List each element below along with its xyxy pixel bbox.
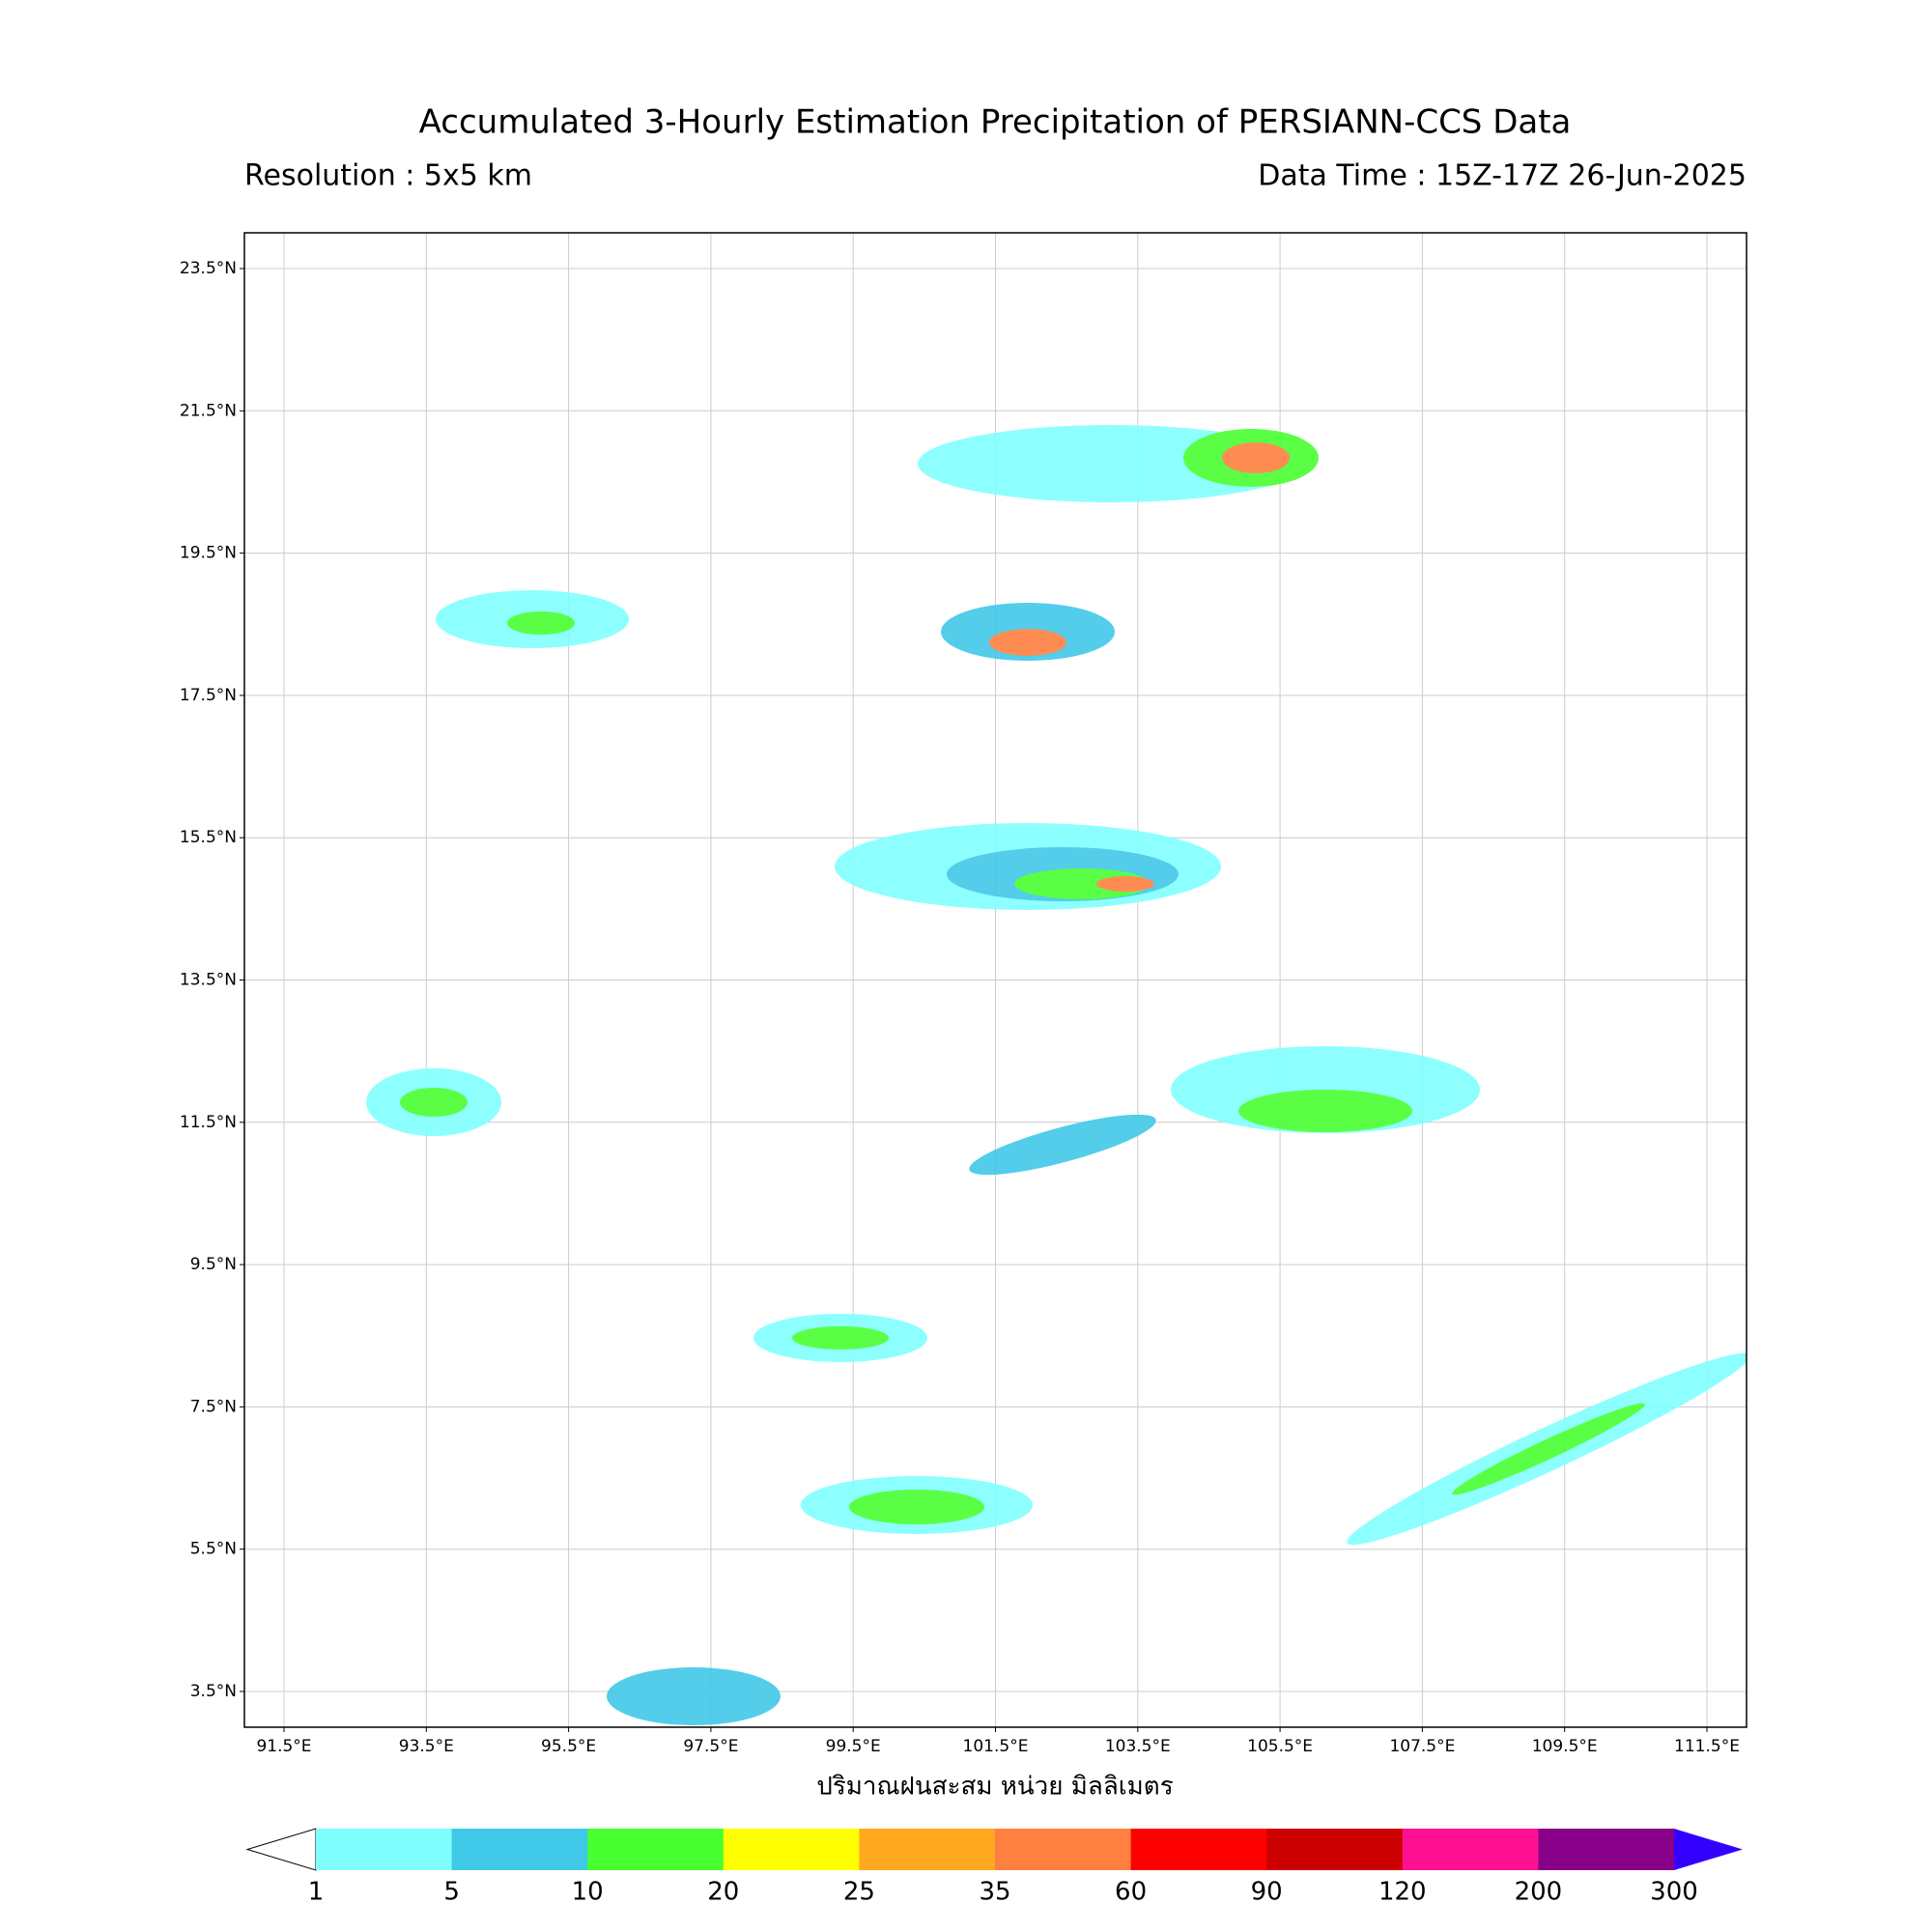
lon-tick-label: 99.5°E	[826, 1737, 881, 1756]
colorbar-label: 5	[443, 1878, 460, 1907]
colorbar-label: 90	[1251, 1878, 1283, 1907]
lat-tick-label: 21.5°N	[180, 401, 237, 420]
grid: 23.5°N 21.5°N 19.5°N 17.5°N 15.5°N 13.5°N 11.5…	[180, 233, 1747, 1756]
rain-area	[400, 1088, 468, 1117]
title: Accumulated 3-Hourly Estimation Precipit…	[419, 103, 1572, 142]
rain-area	[792, 1326, 889, 1350]
colorbar-label: 35	[979, 1878, 1010, 1907]
colorbar-segment	[451, 1829, 588, 1870]
lon-tick-label: 109.5°E	[1532, 1737, 1598, 1756]
lon-tick-label: 97.5°E	[683, 1737, 738, 1756]
colorbar-label: 20	[707, 1878, 739, 1907]
colorbar-label: 60	[1115, 1878, 1147, 1907]
colorbar-segment	[587, 1829, 724, 1870]
lat-tick-label: 11.5°N	[180, 1113, 237, 1132]
lat-tick-label: 13.5°N	[180, 971, 237, 990]
colorbar-segment	[859, 1829, 996, 1870]
rain-area	[1222, 442, 1290, 473]
lat-tick-label: 23.5°N	[180, 259, 237, 278]
rain-area	[1096, 876, 1154, 892]
lon-tick-label: 111.5°E	[1674, 1737, 1740, 1756]
lat-tick-label: 5.5°N	[190, 1540, 237, 1559]
x-label: ปริมาณฝนสะสม หน่วย มิลลิเมตร	[816, 1773, 1173, 1802]
colorbar-label: 10	[572, 1878, 604, 1907]
colorbar-label: 1	[308, 1878, 325, 1907]
lat-tick-label: 15.5°N	[180, 828, 237, 847]
lat-tick-label: 17.5°N	[180, 686, 237, 705]
rain-area	[607, 1667, 781, 1725]
colorbar-segment	[723, 1829, 860, 1870]
map-frame	[243, 232, 1747, 1728]
lat-tick-label: 9.5°N	[190, 1255, 237, 1274]
rain-area	[989, 629, 1066, 656]
lat-tick-label: 19.5°N	[180, 544, 237, 563]
rain-area	[969, 1114, 1156, 1176]
lon-tick-label: 91.5°E	[256, 1737, 311, 1756]
lon-tick-label: 101.5°E	[963, 1737, 1029, 1756]
colorbar-segment	[1266, 1829, 1404, 1870]
colorbar-segment	[995, 1829, 1132, 1870]
resolution: Resolution : 5x5 km	[244, 159, 532, 193]
colorbar-label: 25	[843, 1878, 875, 1907]
lon-tick-label: 105.5°E	[1247, 1737, 1313, 1756]
colorbar-label: 200	[1515, 1878, 1563, 1907]
precipitation	[366, 425, 1747, 1725]
rain-area	[1238, 1090, 1412, 1132]
colorbar-under	[245, 1828, 317, 1871]
data-time: Data Time : 15Z-17Z 26-Jun-2025	[1258, 159, 1747, 193]
rain-area	[1452, 1403, 1645, 1495]
lat-tick-label: 3.5°N	[190, 1682, 237, 1701]
colorbar: 1 5 10 20 25 35 60 90 120 200 300	[245, 1828, 1743, 1907]
colorbar-segment	[316, 1829, 453, 1870]
lon-tick-label: 107.5°E	[1389, 1737, 1455, 1756]
colorbar-segment	[1130, 1829, 1267, 1870]
rain-area	[849, 1490, 984, 1524]
colorbar-label: 120	[1378, 1878, 1427, 1907]
rain-area	[1014, 868, 1150, 899]
lon-tick-label: 103.5°E	[1105, 1737, 1171, 1756]
colorbar-over	[1674, 1829, 1743, 1870]
rain-area	[507, 611, 575, 635]
lat-tick-label: 7.5°N	[190, 1397, 237, 1416]
colorbar-segment	[1402, 1829, 1539, 1870]
lon-tick-label: 93.5°E	[399, 1737, 454, 1756]
lon-tick-label: 95.5°E	[541, 1737, 596, 1756]
colorbar-segment	[1538, 1829, 1675, 1870]
colorbar-label: 300	[1650, 1878, 1698, 1907]
